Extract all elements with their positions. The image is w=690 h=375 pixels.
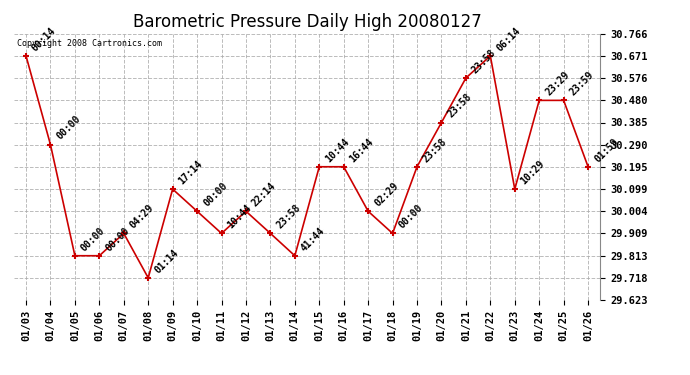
Text: 23:58: 23:58 xyxy=(275,203,302,231)
Text: 23:58: 23:58 xyxy=(446,92,473,120)
Text: 22:14: 22:14 xyxy=(250,181,278,209)
Text: 02:29: 02:29 xyxy=(373,181,400,209)
Text: 04:29: 04:29 xyxy=(128,203,156,231)
Text: 00:00: 00:00 xyxy=(104,225,131,253)
Text: 01:14: 01:14 xyxy=(152,247,180,275)
Text: 10:29: 10:29 xyxy=(519,159,546,186)
Text: 23:59: 23:59 xyxy=(568,70,595,98)
Text: 23:58: 23:58 xyxy=(470,47,498,75)
Text: 00:00: 00:00 xyxy=(201,181,229,209)
Text: 10:44: 10:44 xyxy=(226,203,253,231)
Text: 01:59: 01:59 xyxy=(592,136,620,164)
Text: 16:44: 16:44 xyxy=(348,136,376,164)
Text: 10:44: 10:44 xyxy=(324,136,351,164)
Title: Barometric Pressure Daily High 20080127: Barometric Pressure Daily High 20080127 xyxy=(132,13,482,31)
Text: 00:00: 00:00 xyxy=(79,225,107,253)
Text: 17:14: 17:14 xyxy=(177,159,205,186)
Text: 00:14: 00:14 xyxy=(30,25,58,53)
Text: 00:00: 00:00 xyxy=(397,203,424,231)
Text: Copyright 2008 Cartronics.com: Copyright 2008 Cartronics.com xyxy=(17,39,161,48)
Text: 41:44: 41:44 xyxy=(299,225,327,253)
Text: 23:29: 23:29 xyxy=(543,70,571,98)
Text: 06:14: 06:14 xyxy=(495,25,522,53)
Text: 00:00: 00:00 xyxy=(55,114,83,142)
Text: 23:58: 23:58 xyxy=(421,136,449,164)
